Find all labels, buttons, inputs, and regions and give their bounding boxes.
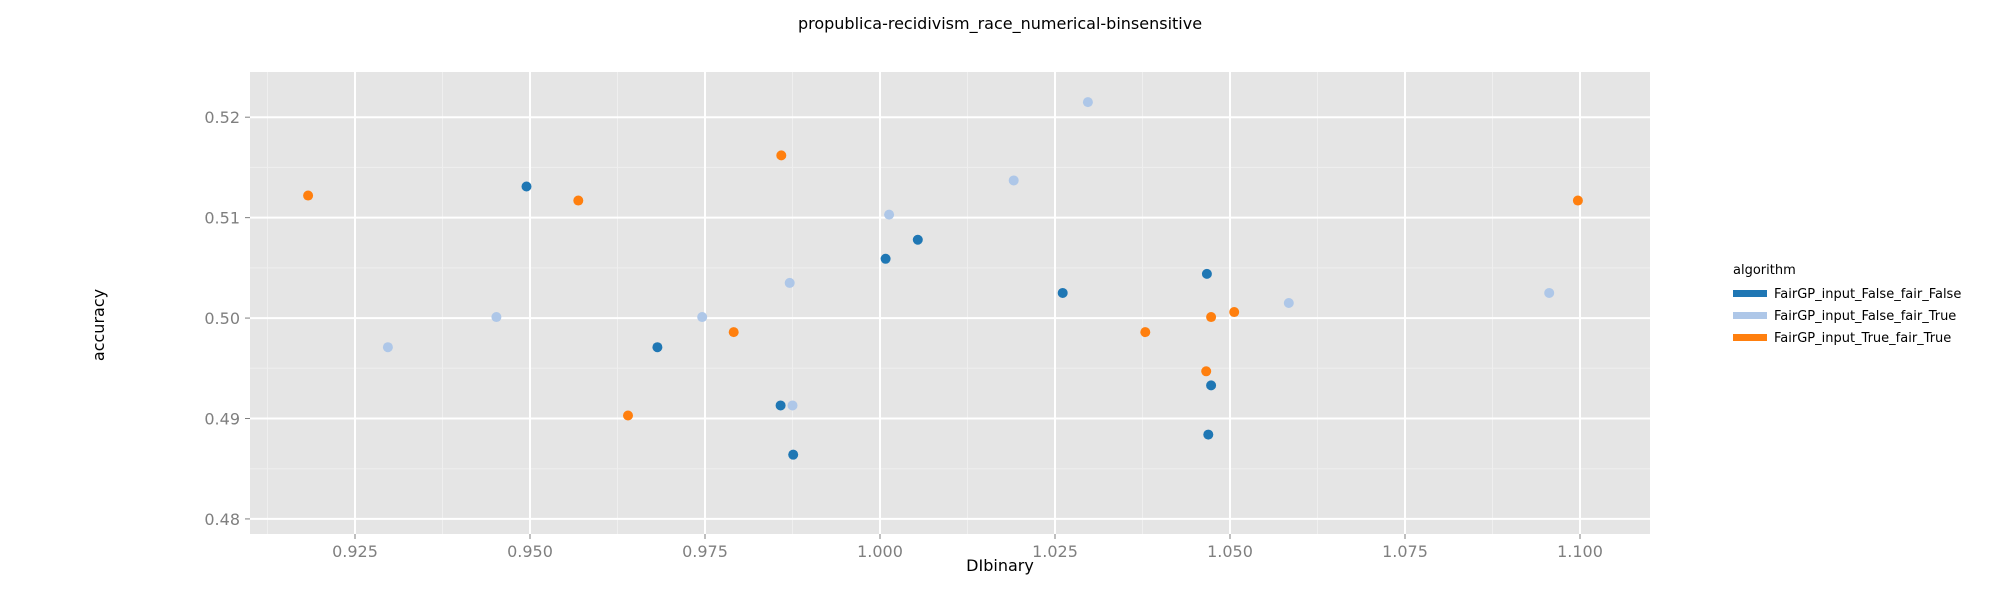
- data-point: [1544, 287, 1555, 298]
- data-point: [1206, 380, 1217, 391]
- data-point: [787, 400, 798, 411]
- data-point: [1201, 268, 1212, 279]
- y-tick-label: 0.52: [204, 108, 240, 127]
- data-point: [728, 327, 739, 338]
- x-tick-label: 1.075: [1382, 542, 1428, 561]
- data-point: [1082, 97, 1093, 108]
- data-point: [1203, 429, 1214, 440]
- data-point: [912, 234, 923, 245]
- data-point: [623, 410, 633, 421]
- data-point: [880, 253, 891, 264]
- y-tick-label: 0.50: [204, 309, 240, 328]
- x-tick-label: 1.050: [1207, 542, 1253, 561]
- legend-label: FairGP_input_True_fair_True: [1774, 331, 1951, 346]
- x-tick-label: 0.925: [332, 542, 378, 561]
- data-point: [382, 342, 393, 353]
- grid-lines: [250, 72, 1650, 534]
- x-axis-title: DIbinary: [966, 556, 1034, 575]
- axis-ticks: 0.925 0.950 0.975 1.000 1.025 1.050 1.075 1.100…: [204, 108, 1603, 561]
- legend-swatch: [1733, 312, 1767, 319]
- data-point: [491, 312, 502, 323]
- data-point: [1229, 307, 1240, 318]
- data-point: [1008, 175, 1019, 186]
- data-points: [303, 97, 1583, 460]
- x-tick-label: 0.975: [682, 542, 728, 561]
- x-tick-label: 1.025: [1032, 542, 1078, 561]
- data-point: [652, 342, 663, 353]
- x-tick-label: 0.950: [507, 542, 553, 561]
- data-point: [1140, 327, 1151, 338]
- data-point: [573, 195, 584, 206]
- chart-title: propublica-recidivism_race_numerical-bin…: [798, 14, 1202, 34]
- data-point: [784, 277, 795, 288]
- y-tick-label: 0.51: [204, 209, 240, 228]
- legend-swatch: [1733, 290, 1767, 297]
- legend-title: algorithm: [1733, 263, 1796, 278]
- data-point: [1283, 298, 1294, 308]
- data-point: [1206, 312, 1217, 323]
- data-point: [303, 190, 314, 201]
- plot-area: [250, 72, 1650, 534]
- y-tick-label: 0.48: [204, 510, 240, 529]
- y-axis-title: accuracy: [89, 289, 108, 361]
- legend: algorithm FairGP_input_False_fair_False F…: [1733, 263, 1961, 346]
- data-point: [1201, 366, 1212, 377]
- legend-label: FairGP_input_False_fair_True: [1774, 309, 1956, 324]
- data-point: [697, 312, 708, 323]
- y-tick-label: 0.49: [204, 410, 240, 429]
- legend-swatch: [1733, 334, 1767, 341]
- data-point: [776, 150, 787, 161]
- data-point: [775, 400, 786, 411]
- x-tick-label: 1.000: [857, 542, 903, 561]
- data-point: [884, 209, 895, 220]
- data-point: [1057, 287, 1068, 298]
- data-point: [521, 181, 532, 192]
- legend-label: FairGP_input_False_fair_False: [1774, 287, 1961, 302]
- x-tick-label: 1.100: [1557, 542, 1603, 561]
- data-point: [1572, 195, 1583, 206]
- data-point: [788, 449, 799, 460]
